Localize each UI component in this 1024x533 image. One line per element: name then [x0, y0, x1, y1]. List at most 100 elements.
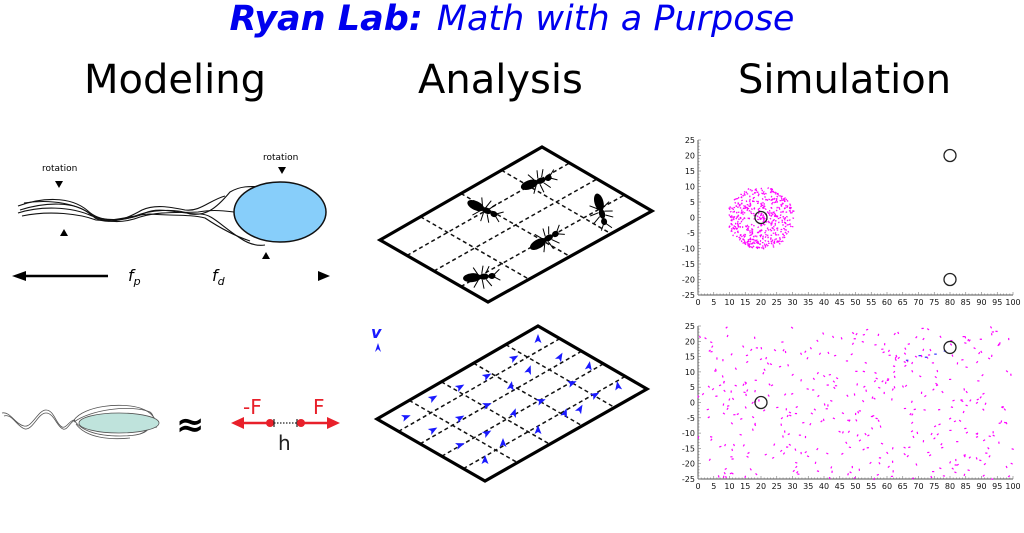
flagellar-bundle-diagram: rotation rotation fp fd	[12, 153, 330, 288]
x-tick-label: 20	[756, 298, 766, 307]
ant-silhouette-icon	[467, 197, 504, 223]
y-tick-label: -20	[682, 460, 695, 469]
trail-point	[924, 356, 928, 358]
target-circle	[754, 395, 768, 410]
y-tick-label: -5	[687, 229, 695, 238]
velocity-arrow-icon	[574, 404, 583, 415]
x-tick-label: 85	[961, 298, 971, 307]
force-dipole	[231, 417, 340, 429]
velocity-arrow-icon	[455, 443, 465, 450]
trail-point	[934, 353, 937, 355]
rotation-label-left: rotation	[42, 164, 77, 174]
y-tick-label: 25	[685, 136, 695, 145]
velocity-arrow-icon	[584, 361, 592, 371]
x-tick-label: 35	[803, 298, 813, 307]
velocity-arrow-icon	[499, 438, 507, 447]
column-heading-simulation: Simulation	[738, 57, 952, 103]
x-tick-label: 55	[866, 298, 876, 307]
force-dipole-diagram: ≈ -F F h	[1, 395, 340, 455]
target-circle	[943, 148, 957, 163]
x-tick-label: 0	[695, 298, 700, 307]
x-tick-label: 95	[992, 482, 1002, 491]
velocity-arrow-icon	[401, 415, 411, 422]
separation-label: h	[278, 431, 291, 455]
ant-silhouette-icon	[520, 169, 558, 194]
x-tick-label: 35	[803, 482, 813, 491]
x-tick-label: 40	[819, 482, 829, 491]
ant-grid-diagram	[376, 145, 656, 304]
x-tick-label: 80	[945, 298, 955, 307]
velocity-legend-arrow-icon	[375, 343, 381, 352]
x-tick-label: 90	[976, 298, 986, 307]
y-tick-label: 0	[690, 399, 695, 408]
approx-symbol: ≈	[176, 405, 205, 445]
rotation-label-right: rotation	[263, 153, 298, 163]
x-tick-label: 0	[695, 482, 700, 491]
flagella-bundle	[17, 185, 266, 246]
particle-cloud	[697, 326, 1014, 481]
target-circle	[943, 272, 957, 287]
x-tick-label: 75	[929, 482, 939, 491]
y-tick-label: -10	[682, 429, 695, 438]
ant-silhouette-icon	[589, 193, 614, 231]
velocity-arrow-icon	[506, 381, 514, 391]
velocity-arrow-icon	[509, 408, 516, 418]
y-tick-label: 15	[685, 353, 695, 362]
x-tick-label: 45	[835, 298, 845, 307]
cell-body-ellipse	[78, 412, 160, 434]
rotation-marker-top-right-icon	[278, 167, 286, 174]
velocity-arrow-icon	[508, 355, 519, 364]
rotation-marker-top-left-icon	[55, 181, 63, 188]
y-tick-label: 20	[685, 337, 695, 346]
x-tick-label: 80	[945, 482, 955, 491]
velocity-field-grid-diagram: v	[371, 323, 651, 483]
y-tick-label: -25	[682, 475, 695, 484]
y-tick-label: 25	[685, 322, 695, 331]
y-tick-label: 15	[685, 167, 695, 176]
velocity-arrow-icon	[454, 384, 465, 393]
velocity-arrow-icon	[481, 430, 492, 439]
velocity-arrow-icon	[615, 381, 623, 391]
ant-silhouette-icon	[529, 224, 565, 253]
x-tick-label: 10	[724, 482, 734, 491]
velocity-arrow-icon	[481, 455, 489, 464]
x-tick-label: 75	[929, 298, 939, 307]
y-tick-label: 5	[690, 198, 695, 207]
x-tick-label: 10	[724, 298, 734, 307]
y-tick-label: -15	[682, 444, 695, 453]
velocity-arrow-icon	[481, 373, 492, 382]
x-tick-label: 40	[819, 298, 829, 307]
x-tick-label: 90	[976, 482, 986, 491]
rotation-marker-bottom-right-icon	[262, 252, 270, 259]
x-tick-label: 5	[711, 298, 716, 307]
velocity-arrow-icon	[534, 334, 542, 343]
positive-force-arrowhead-icon	[327, 417, 340, 429]
velocity-label: v	[371, 323, 382, 342]
title-lab-name: Ryan Lab:	[229, 0, 423, 39]
page-title: Ryan Lab: Math with a Purpose	[0, 0, 1024, 40]
x-tick-label: 95	[992, 298, 1002, 307]
y-tick-label: -15	[682, 260, 695, 269]
x-tick-label: 15	[740, 482, 750, 491]
y-tick-label: 5	[690, 383, 695, 392]
rotation-marker-bottom-left-icon	[60, 229, 68, 236]
x-tick-label: 70	[913, 482, 923, 491]
x-tick-label: 100	[1005, 482, 1020, 491]
velocity-arrow-icon	[534, 425, 542, 434]
x-tick-label: 85	[961, 482, 971, 491]
column-heading-modeling: Modeling	[84, 57, 266, 103]
title-tagline: Math with a Purpose	[436, 0, 795, 39]
x-tick-label: 70	[913, 298, 923, 307]
x-tick-label: 60	[882, 482, 892, 491]
x-tick-label: 25	[772, 298, 782, 307]
x-tick-label: 5	[711, 482, 716, 491]
x-tick-label: 65	[898, 482, 908, 491]
arrow-right-head-icon	[318, 271, 330, 281]
velocity-arrow-icon	[427, 395, 438, 404]
velocity-arrow-icon	[554, 352, 563, 363]
positive-force-label: F	[313, 395, 325, 419]
column-heading-analysis: Analysis	[418, 57, 583, 103]
velocity-arrow-icon	[560, 408, 567, 418]
